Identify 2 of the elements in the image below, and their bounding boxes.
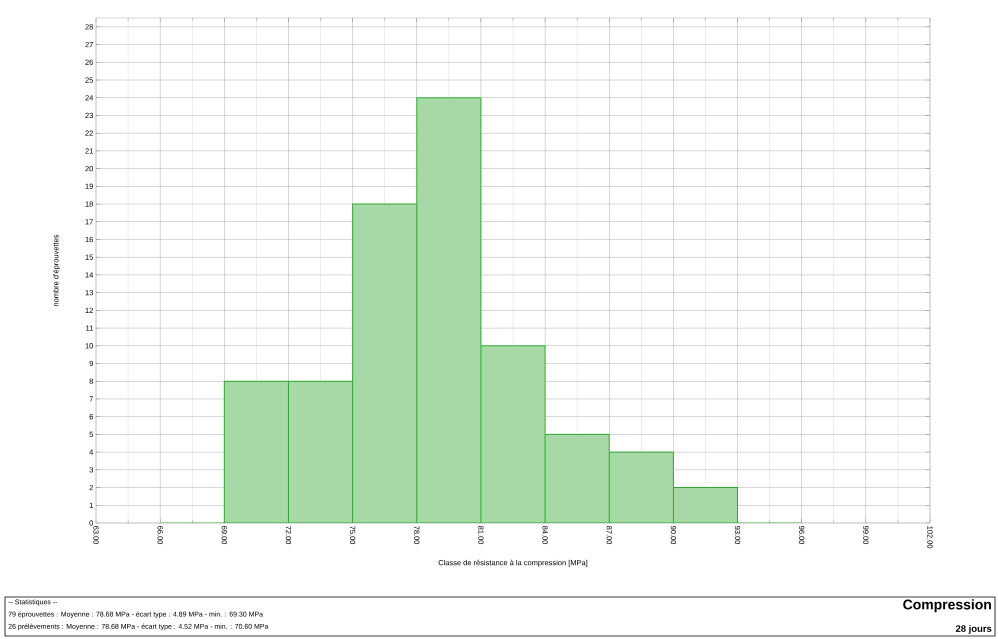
text: 28 jours: [956, 624, 992, 634]
text: Compression: [903, 599, 991, 612]
